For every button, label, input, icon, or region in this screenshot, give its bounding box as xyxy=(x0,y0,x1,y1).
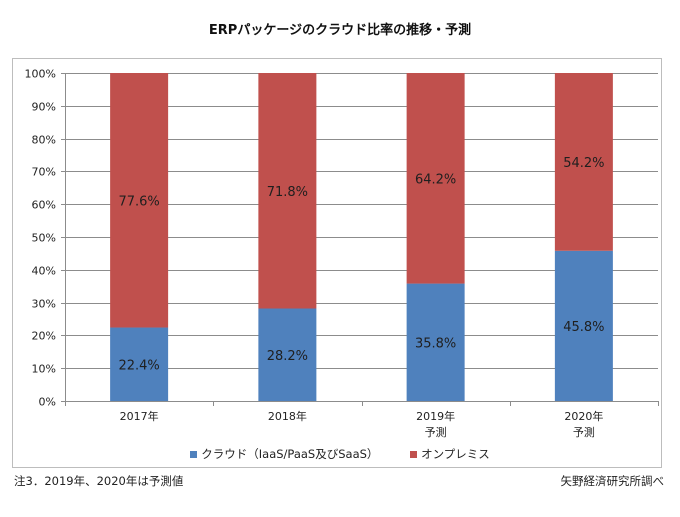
y-tick-label: 80% xyxy=(32,134,56,147)
y-tick-label: 10% xyxy=(32,363,56,376)
y-tick-label: 40% xyxy=(32,265,56,278)
bar-segment-cloud xyxy=(406,283,465,401)
bar-segment-onpremise xyxy=(110,73,169,328)
y-tick-label: 0% xyxy=(39,396,56,409)
legend: クラウド（IaaS/PaaS及びSaaS） オンプレミス xyxy=(0,446,680,462)
y-tick-label: 20% xyxy=(32,330,56,343)
data-label: 54.2% xyxy=(563,156,604,171)
bar-segment-cloud xyxy=(110,327,169,401)
x-tick-label-sub: 予測 xyxy=(425,425,447,439)
legend-swatch-cloud xyxy=(190,450,198,458)
data-label: 22.4% xyxy=(118,358,159,373)
bar-segment-cloud xyxy=(258,308,317,401)
y-tick-label: 30% xyxy=(32,298,56,311)
bar-segment-onpremise xyxy=(554,73,613,251)
source-credit: 矢野経済研究所調べ xyxy=(560,474,665,488)
legend-item-onpremise: オンプレミス xyxy=(410,446,490,462)
bars xyxy=(110,73,613,401)
legend-item-cloud: クラウド（IaaS/PaaS及びSaaS） xyxy=(190,446,378,462)
legend-label-onpremise: オンプレミス xyxy=(421,447,490,461)
x-tick-label: 2020年 xyxy=(564,409,603,423)
data-labels: 22.4% 77.6% 28.2% 71.8% 35.8% 64.2% 45.8% 54.2% xyxy=(118,156,604,373)
footnote: 注3．2019年、2020年は予測値 xyxy=(14,474,184,488)
data-label: 28.2% xyxy=(267,349,308,364)
y-tick-label: 60% xyxy=(32,199,56,212)
data-label: 64.2% xyxy=(415,172,456,187)
axes xyxy=(61,73,659,406)
legend-swatch-onpremise xyxy=(410,450,418,458)
bar-segment-cloud xyxy=(554,250,613,401)
chart-title: ERPパッケージのクラウド比率の推移・予測 xyxy=(208,23,472,38)
x-tick-label-sub: 予測 xyxy=(573,425,595,439)
data-label: 77.6% xyxy=(118,194,159,209)
legend-label-cloud: クラウド（IaaS/PaaS及びSaaS） xyxy=(201,447,379,461)
x-tick-label: 2017年 xyxy=(120,409,159,423)
bar-segment-onpremise xyxy=(406,73,465,284)
data-label: 35.8% xyxy=(415,336,456,351)
x-tick-label: 2019年 xyxy=(416,409,455,423)
y-tick-label: 70% xyxy=(32,166,56,179)
y-tick-label: 100% xyxy=(25,68,56,81)
bar-segment-onpremise xyxy=(258,73,317,309)
y-tick-labels: 0% 10% 20% 30% 40% 50% 60% 70% 80% 90% 100% xyxy=(25,68,56,409)
y-tick-label: 90% xyxy=(32,101,56,114)
data-label: 71.8% xyxy=(267,185,308,200)
data-label: 45.8% xyxy=(563,320,604,335)
y-tick-label: 50% xyxy=(32,232,56,245)
x-tick-label: 2018年 xyxy=(268,409,307,423)
